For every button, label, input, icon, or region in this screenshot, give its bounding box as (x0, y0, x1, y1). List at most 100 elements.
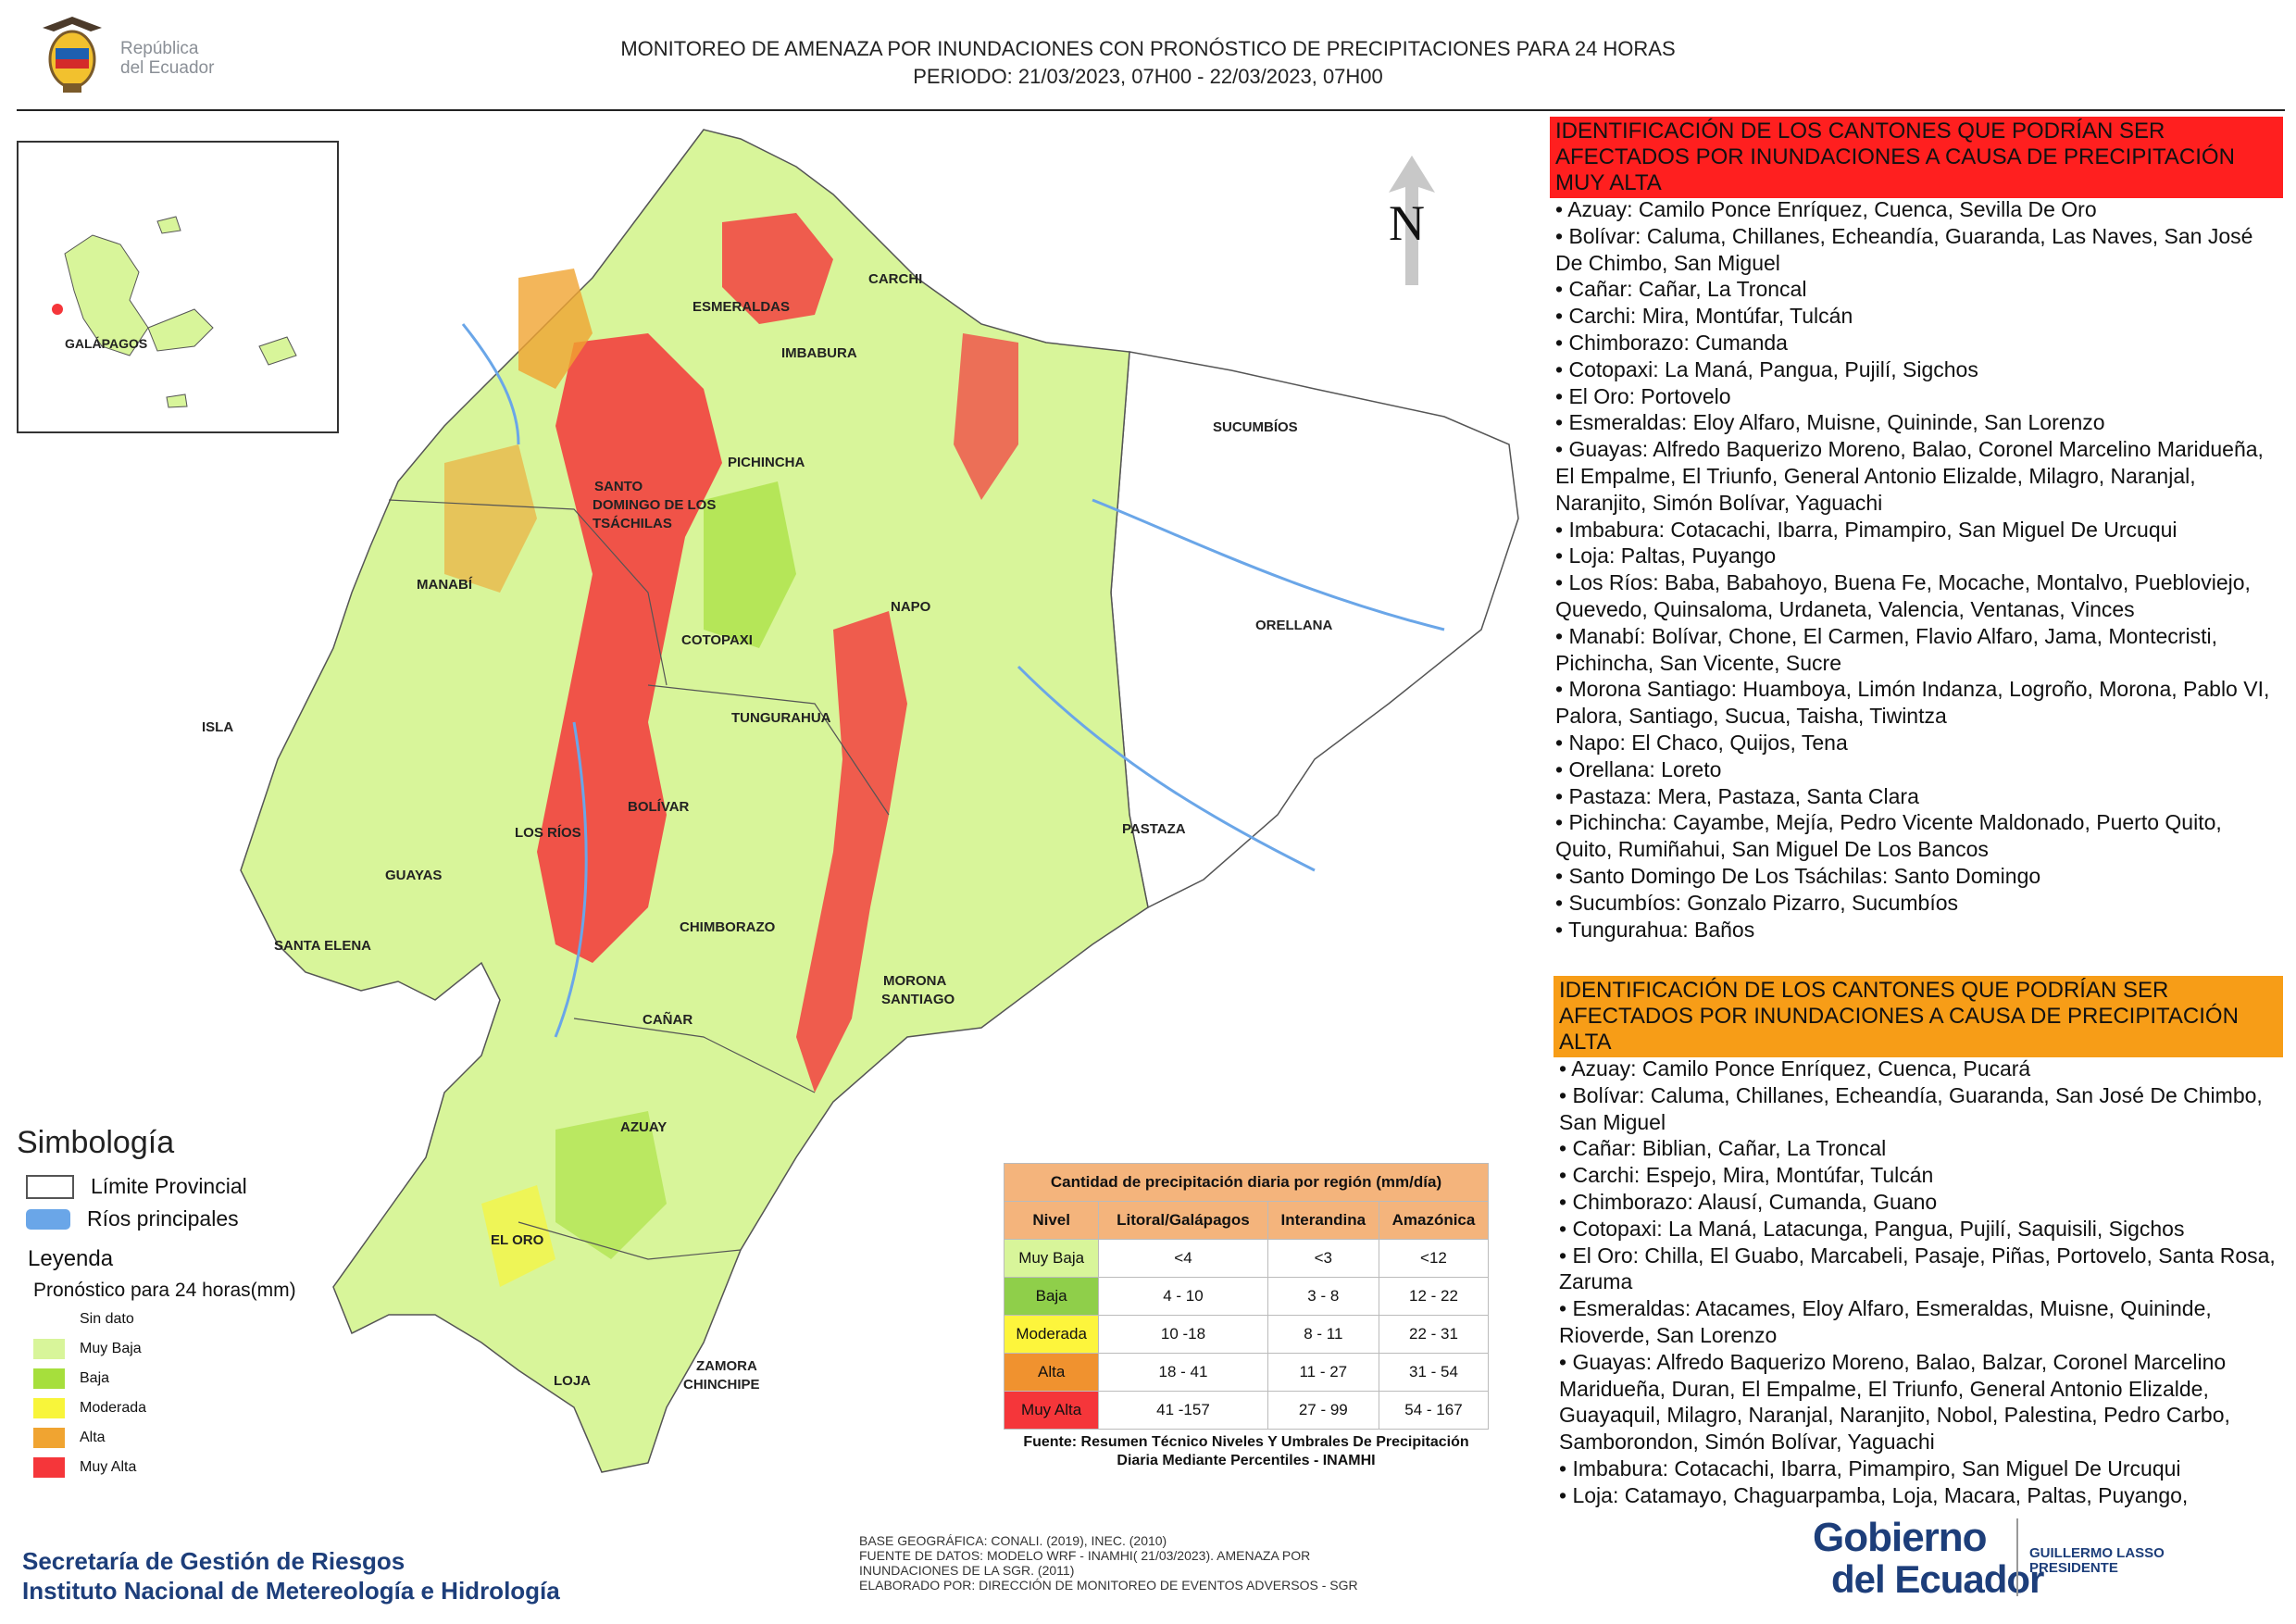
value-cell: 3 - 8 (1267, 1277, 1379, 1316)
value-cell: 8 - 11 (1267, 1315, 1379, 1354)
value-cell: 41 -157 (1098, 1391, 1268, 1430)
legend-class: Sin dato (33, 1309, 368, 1330)
legend-class: Alta (33, 1428, 368, 1448)
table-header: Interandina (1267, 1201, 1379, 1240)
republica-logo: República del Ecuador (35, 11, 248, 100)
map-label: ESMERALDAS (693, 299, 790, 315)
legend-symbol: Límite Provincial (26, 1174, 368, 1199)
table-title: Cantidad de precipitación diaria por reg… (1004, 1163, 1489, 1202)
canton-list-item: Cotopaxi: La Maná, Pangua, Pujilí, Sigch… (1555, 356, 2277, 383)
table-header: Nivel (1003, 1201, 1100, 1240)
map-label: SANTA ELENA (274, 938, 371, 954)
canton-list-item: Tungurahua: Baños (1555, 917, 2277, 943)
value-cell: 4 - 10 (1098, 1277, 1268, 1316)
president-name: GUILLERMO LASSO (2029, 1545, 2165, 1561)
map-label: TUNGURAHUA (731, 710, 831, 726)
precipitation-table: Cantidad de precipitación diaria por reg… (1003, 1163, 1490, 1430)
president-title: PRESIDENTE (2029, 1560, 2118, 1576)
legend-class: Baja (33, 1368, 368, 1389)
map-label: ZAMORA (696, 1358, 757, 1374)
org-sgr: Secretaría de Gestión de Riesgos (22, 1547, 406, 1575)
map-label: MANABÍ (417, 577, 473, 593)
legend-class-label: Muy Alta (80, 1459, 137, 1475)
level-cell: Alta (1003, 1353, 1100, 1392)
north-label: N (1389, 195, 1425, 251)
muy-alta-zone-napo (954, 333, 1018, 500)
value-cell: 31 - 54 (1378, 1353, 1490, 1392)
canton-list-item: El Oro: Portovelo (1555, 383, 2277, 410)
legend-class: Moderada (33, 1398, 368, 1418)
canton-list-item: Carchi: Espejo, Mira, Montúfar, Tulcán (1559, 1162, 2277, 1189)
legend-heading: Leyenda (28, 1246, 114, 1271)
baja-zone-2 (555, 1111, 667, 1259)
map-label: GUAYAS (385, 868, 442, 883)
canton-list-item: Azuay: Camilo Ponce Enríquez, Cuenca, Se… (1555, 196, 2277, 223)
river-napo (1092, 498, 1445, 631)
value-cell: 11 - 27 (1267, 1353, 1379, 1392)
river-esmeraldas (461, 323, 520, 445)
table-source: Fuente: Resumen Técnico Niveles Y Umbral… (1023, 1434, 1469, 1468)
legend-class-label: Muy Baja (80, 1341, 142, 1356)
table-row: Muy Alta 41 -157 27 - 99 54 - 167 (1003, 1391, 1490, 1430)
canton-list-item: Esmeraldas: Eloy Alfaro, Muisne, Quinind… (1555, 409, 2277, 436)
meta-line: ELABORADO POR: DIRECCIÓN DE MONITOREO DE… (859, 1578, 1358, 1593)
muy-alta-zone-north (722, 213, 833, 324)
canton-list-item: Sucumbíos: Gonzalo Pizarro, Sucumbíos (1555, 890, 2277, 917)
canton-list-item: Cañar: Cañar, La Troncal (1555, 276, 2277, 303)
level-cell: Muy Baja (1003, 1239, 1100, 1278)
map-legend: Simbología Límite Provincial Ríos princi… (17, 1125, 368, 1514)
river-swatch (26, 1208, 70, 1230)
logo-separator (2016, 1518, 2018, 1596)
canton-list-item: Bolívar: Caluma, Chillanes, Echeandía, G… (1559, 1082, 2277, 1136)
value-cell: 54 - 167 (1378, 1391, 1490, 1430)
meta-line: FUENTE DE DATOS: MODELO WRF - INAMHI( 21… (859, 1548, 1311, 1563)
map-label: TSÁCHILAS (593, 516, 672, 531)
logo-line-1: República (120, 39, 199, 58)
legend-swatch (33, 1398, 65, 1418)
value-cell: 12 - 22 (1378, 1277, 1490, 1316)
province-boundary (647, 684, 890, 816)
map-label: CHINCHIPE (683, 1377, 760, 1393)
province-boundary (518, 1221, 742, 1260)
value-cell: <3 (1267, 1239, 1379, 1278)
canton-list-item: Cañar: Biblian, Cañar, La Troncal (1559, 1135, 2277, 1162)
province-boundary (573, 1018, 816, 1093)
muy-alta-zone-east (796, 611, 907, 1093)
canton-list-item: Imbabura: Cotacachi, Ibarra, Pimampiro, … (1555, 517, 2277, 543)
legend-swatch (33, 1368, 65, 1389)
map-label: ISLA (202, 719, 233, 735)
coat-of-arms-icon (43, 17, 102, 93)
map-label: AZUAY (620, 1119, 667, 1135)
north-arrow-icon (1389, 156, 1435, 285)
legend-class-label: Sin dato (80, 1311, 134, 1327)
legend-symbol: Ríos principales (26, 1206, 368, 1231)
province-boundary (388, 499, 668, 686)
canton-list-item: Napo: El Chaco, Quijos, Tena (1555, 730, 2277, 756)
map-label: LOS RÍOS (515, 825, 581, 841)
forecast-heading: Pronóstico para 24 horas(mm) (33, 1280, 296, 1301)
map-label: CHIMBORAZO (680, 919, 776, 935)
alta-list: Azuay: Camilo Ponce Enríquez, Cuenca, Pu… (1559, 1056, 2277, 1509)
river-pastaza (1017, 665, 1316, 872)
muy-alta-heading: IDENTIFICACIÓN DE LOS CANTONES QUE PODRÍ… (1550, 117, 2283, 198)
symbol-label: Ríos principales (87, 1206, 239, 1230)
map-label: LOJA (554, 1373, 591, 1389)
footer-organizations: Secretaría de Gestión de Riesgos Institu… (22, 1546, 560, 1605)
title-line-1: MONITOREO DE AMENAZA POR INUNDACIONES CO… (620, 37, 1676, 60)
galapagos-map: GALÁPAGOS (52, 216, 297, 408)
legend-swatch (33, 1309, 65, 1330)
canton-list-item: Cotopaxi: La Maná, Latacunga, Pangua, Pu… (1559, 1216, 2277, 1243)
legend-class-label: Alta (80, 1430, 106, 1445)
legend-class-label: Baja (80, 1370, 110, 1386)
legend-class: Muy Alta (33, 1457, 368, 1478)
canton-list-item: El Oro: Chilla, El Guabo, Marcabeli, Pas… (1559, 1243, 2277, 1296)
meta-line: BASE GEOGRÁFICA: CONALI. (2019), INEC. (… (859, 1533, 1167, 1548)
map-label: COTOPAXI (681, 632, 753, 648)
value-cell: <4 (1098, 1239, 1268, 1278)
legend-class-label: Moderada (80, 1400, 147, 1416)
gov-line-2: del Ecuador (1831, 1557, 2044, 1601)
canton-list-item: Guayas: Alfredo Baquerizo Moreno, Balao,… (1555, 436, 2277, 516)
legend-class: Muy Baja (33, 1339, 368, 1359)
canton-list-item: Esmeraldas: Atacames, Eloy Alfaro, Esmer… (1559, 1295, 2277, 1349)
map-label: DOMINGO DE LOS (593, 497, 716, 513)
